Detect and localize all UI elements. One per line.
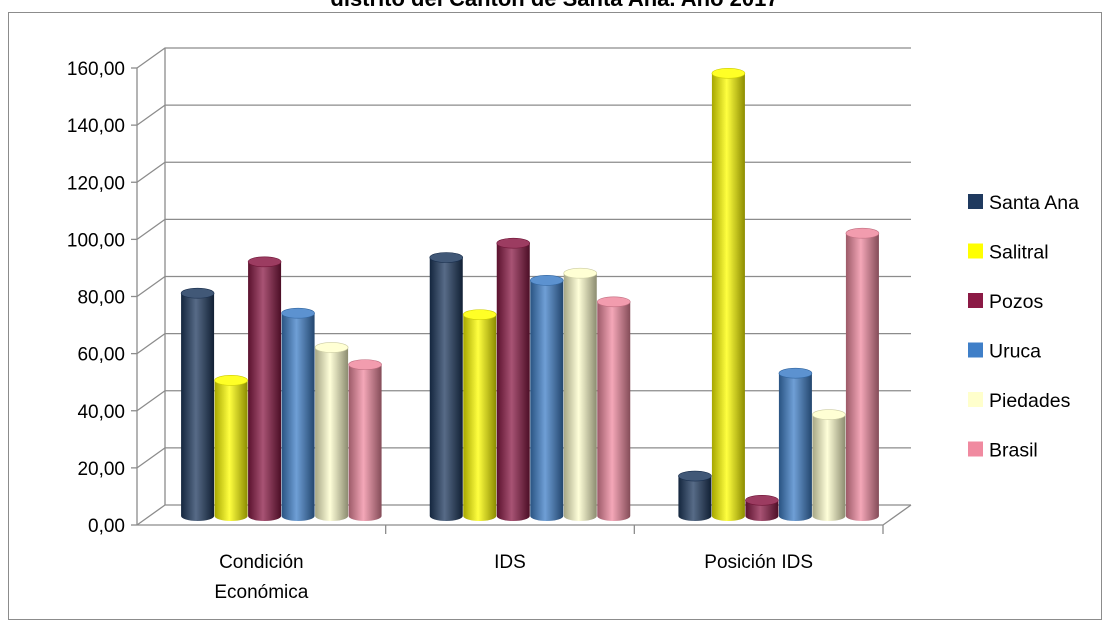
y-tick-label: 80,00 [77,288,125,309]
y-tick-label: 60,00 [77,345,125,366]
bar [214,375,248,521]
y-tick-label: 100,00 [67,230,125,251]
bar [745,494,779,521]
bar [180,287,215,521]
legend-swatch [968,243,983,259]
bar [529,275,564,521]
legend-swatch [968,342,983,358]
gridline [136,47,911,69]
legend-swatch [968,441,983,457]
legend-item: Uruca [968,341,1041,363]
axis-layer: 0,00 20,00 40,00 60,00 80,00 100,00 120,00 140,… [67,59,912,603]
bar [247,256,282,521]
legend-label: Santa Ana [989,192,1079,214]
bar [812,409,846,521]
legend-item: Salitral [968,242,1049,264]
legend-label: Pozos [989,291,1043,313]
y-tick-label: 160,00 [67,59,125,80]
legend: Santa Ana Salitral Pozos Uruca Piedades Brasi… [968,192,1079,462]
legend-item: Brasil [968,440,1038,462]
x-tick-label: Posición IDS [704,552,813,573]
y-tick-label: 140,00 [67,116,125,137]
bar [496,237,531,521]
bar [778,367,813,521]
gridline [136,218,911,240]
x-tick-label: IDS [494,552,526,573]
bar [462,309,497,521]
bar [711,67,746,521]
legend-label: Uruca [989,341,1041,363]
x-tick-label: Económica [214,582,308,603]
legend-swatch [968,392,983,407]
bar [314,342,349,521]
legend-label: Piedades [989,390,1071,412]
y-tick-label: 40,00 [77,402,125,423]
y-tick-label: 20,00 [77,459,125,480]
grid-layer [136,47,911,526]
chart-title: distrito del Cantón de Santa Ana. Año 20… [0,0,1109,12]
legend-swatch [968,194,983,209]
bar [563,267,598,521]
bar [281,307,315,521]
bar [678,470,712,521]
y-tick-label: 0,00 [88,516,125,537]
x-tick-label: Condición [219,552,304,573]
legend-item: Santa Ana [968,192,1079,214]
legend-item: Piedades [968,390,1071,412]
gridline [136,161,911,183]
legend-item: Pozos [968,291,1043,313]
bar [845,227,880,521]
gridline [136,104,911,126]
legend-label: Salitral [989,242,1049,264]
legend-swatch [968,293,983,308]
legend-label: Brasil [989,440,1038,462]
bars-layer [180,67,880,521]
bar [596,296,631,521]
bar [429,252,464,521]
bar [348,359,382,521]
y-tick-label: 120,00 [67,173,125,194]
